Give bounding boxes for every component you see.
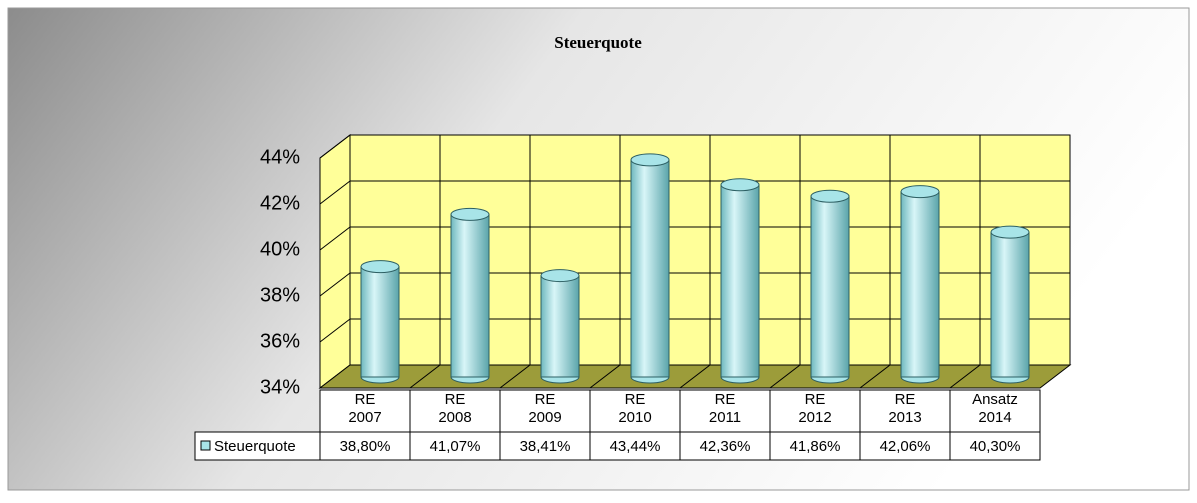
table-header-cell	[409, 389, 501, 433]
x-tick-label: RE	[715, 391, 736, 408]
table-header-cell	[679, 389, 771, 433]
bar-top	[900, 185, 940, 199]
side-wall	[319, 133, 351, 390]
table-value-cell	[679, 431, 771, 461]
grid-line	[319, 272, 351, 297]
table-value-cell	[409, 431, 501, 461]
floor-line	[679, 364, 711, 389]
floor-line	[589, 364, 621, 389]
legend-label: Steuerquote	[214, 438, 296, 455]
bar	[540, 275, 580, 378]
x-tick-label: 2011	[709, 409, 741, 426]
table-header-cell	[949, 389, 1041, 433]
value-label: 42,06%	[880, 438, 931, 455]
grid-line	[319, 180, 351, 205]
grid-line	[319, 226, 351, 251]
chart-title: Steuerquote	[554, 33, 642, 52]
value-label: 41,07%	[430, 438, 481, 455]
bar-top	[630, 153, 670, 167]
bar-top	[360, 260, 400, 274]
grid-line	[319, 318, 351, 343]
bar-top	[990, 225, 1030, 239]
bar	[630, 159, 670, 378]
x-tick-label: 2008	[438, 409, 471, 426]
table-header-cell	[499, 389, 591, 433]
table-value-cell	[769, 431, 861, 461]
value-label: 41,86%	[790, 438, 841, 455]
table-value-cell	[589, 431, 681, 461]
y-tick-label: 34%	[260, 376, 300, 398]
x-tick-label: 2012	[798, 409, 831, 426]
value-label: 38,41%	[520, 438, 571, 455]
table-value-cell	[319, 431, 411, 461]
bar	[720, 184, 760, 378]
x-tick-label: 2014	[978, 409, 1011, 426]
bar	[450, 213, 490, 378]
bar	[900, 191, 940, 378]
floor-line	[859, 364, 891, 389]
y-tick-label: 38%	[260, 284, 300, 306]
x-tick-label: 2007	[348, 409, 381, 426]
x-tick-label: RE	[445, 391, 466, 408]
grid-line	[319, 134, 351, 159]
x-tick-label: 2013	[888, 409, 921, 426]
bar-top	[810, 189, 850, 203]
value-label: 38,80%	[340, 438, 391, 455]
floor-line	[949, 364, 981, 389]
bar-top	[720, 178, 760, 192]
value-label: 43,44%	[610, 438, 661, 455]
x-tick-label: RE	[895, 391, 916, 408]
legend-swatch	[200, 440, 211, 451]
floor-line	[499, 364, 531, 389]
bar	[810, 195, 850, 378]
y-tick-label: 44%	[260, 146, 300, 168]
bar	[990, 231, 1030, 378]
y-tick-label: 40%	[260, 238, 300, 260]
table-value-cell	[949, 431, 1041, 461]
y-tick-label: 42%	[260, 192, 300, 214]
x-tick-label: RE	[805, 391, 826, 408]
x-tick-label: 2010	[618, 409, 651, 426]
x-tick-label: RE	[625, 391, 646, 408]
value-label: 40,30%	[970, 438, 1021, 455]
floor-line	[409, 364, 441, 389]
x-tick-label: RE	[535, 391, 556, 408]
table-header-cell	[319, 389, 411, 433]
table-header-cell	[769, 389, 861, 433]
table-legend-cell	[194, 431, 321, 461]
x-tick-label: 2009	[528, 409, 561, 426]
value-label: 42,36%	[700, 438, 751, 455]
bar	[360, 266, 400, 378]
x-tick-label: Ansatz	[972, 391, 1018, 408]
x-tick-label: RE	[355, 391, 376, 408]
bar-top	[450, 207, 490, 221]
bar-top	[540, 269, 580, 283]
table-header-cell	[589, 389, 681, 433]
y-tick-label: 36%	[260, 330, 300, 352]
floor-line	[769, 364, 801, 389]
